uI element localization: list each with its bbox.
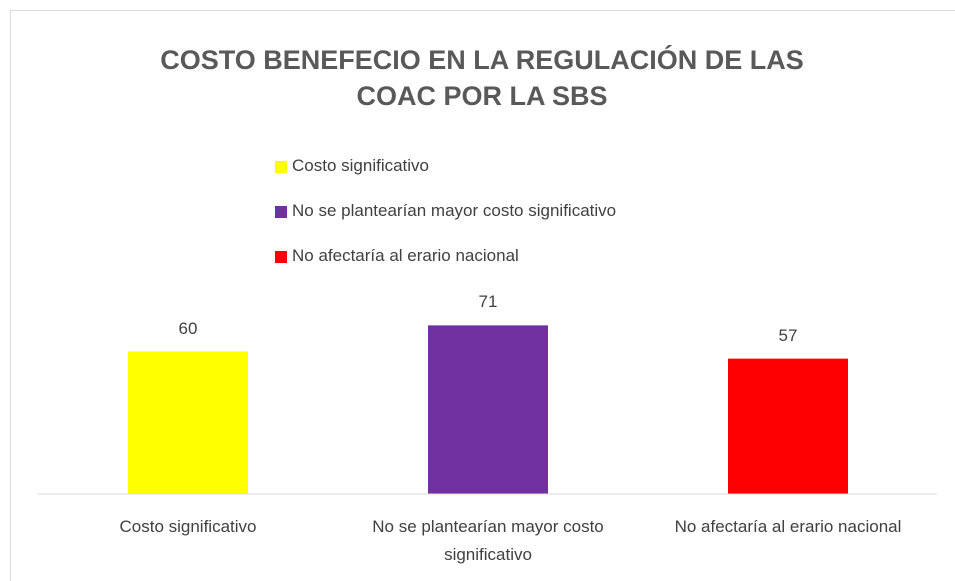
legend-label: No se plantearían mayor costo significat…: [292, 201, 617, 220]
x-tick-label: Costo significativo: [119, 517, 257, 536]
x-tick-label: No afectaría al erario nacional: [674, 517, 902, 536]
legend-label: Costo significativo: [292, 156, 430, 175]
value-label: 71: [478, 292, 498, 312]
legend-swatch: [275, 251, 287, 263]
bar: [728, 358, 848, 494]
value-label: 60: [178, 318, 198, 338]
legend-label: No afectaría al erario nacional: [292, 246, 519, 265]
legend-swatch: [275, 206, 287, 218]
value-label: 57: [778, 325, 798, 345]
legend-swatch: [275, 161, 287, 173]
bar: [428, 325, 548, 494]
x-tick-label: No se plantearían mayor costo significat…: [372, 517, 604, 564]
chart-frame: [10, 10, 955, 581]
bar: [128, 351, 248, 494]
chart-title: COSTO BENEFECIO EN LA REGULACIÓN DE LAS …: [160, 45, 804, 111]
